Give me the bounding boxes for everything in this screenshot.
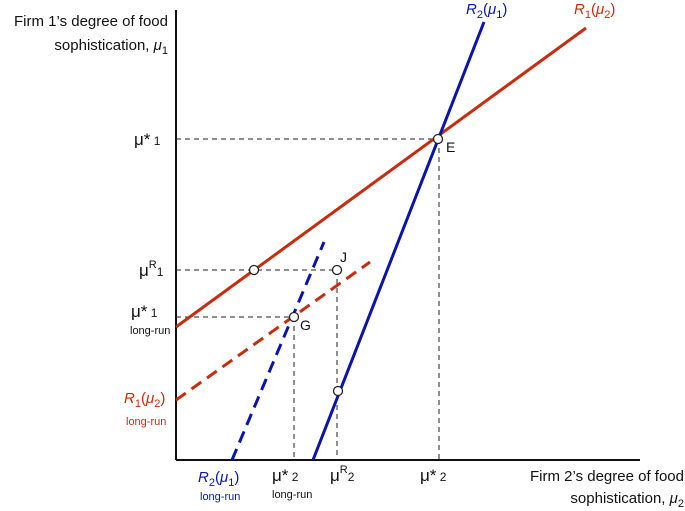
label-g: G (300, 317, 311, 333)
tick-mu-star-2-lr-note: long-run (272, 489, 312, 501)
tick-mu-star-2-lr: μ* 2 (272, 466, 299, 485)
point-e (432, 133, 444, 145)
label-e: E (446, 139, 455, 155)
r1-curve (175, 26, 587, 329)
point-g (288, 311, 300, 323)
y-axis-title-line2: sophistication, μ1 (54, 37, 168, 57)
label-r1-long-run-note: long-run (126, 416, 166, 428)
r2-long-run-curve (230, 241, 326, 461)
tick-mu-r-1: μR1 (139, 259, 164, 280)
r2-curve (311, 21, 486, 461)
tick-mu-star-1-lr: μ* 1 (131, 302, 158, 321)
x-axis-title-line2: sophistication, μ2 (570, 490, 684, 510)
label-r1-long-run: R1(μ2) (124, 390, 165, 410)
label-r2-top: R2(μ1) (466, 1, 507, 21)
guide-lines (176, 138, 440, 460)
label-j: J (340, 249, 347, 265)
points (248, 133, 444, 397)
y-axis-title-line1: Firm 1’s degree of food (14, 13, 168, 30)
label-r2-long-run: R2(μ1) (198, 469, 239, 489)
point-r2-mu-r-2 (332, 385, 344, 397)
tick-mu-r-2: μR2 (330, 464, 355, 485)
tick-mu-star-1-lr-note: long-run (130, 325, 170, 337)
tick-mu-star-2: μ* 2 (420, 466, 447, 485)
point-r1-mu-r-1 (248, 264, 260, 276)
r1-long-run-curve (175, 260, 371, 402)
label-r1-top: R1(μ2) (574, 1, 615, 21)
point-j (331, 264, 343, 276)
tick-mu-star-1: μ* 1 (134, 128, 161, 149)
x-axis-title-line1: Firm 2’s degree of food (530, 468, 684, 485)
label-r2-long-run-note: long-run (200, 491, 240, 503)
